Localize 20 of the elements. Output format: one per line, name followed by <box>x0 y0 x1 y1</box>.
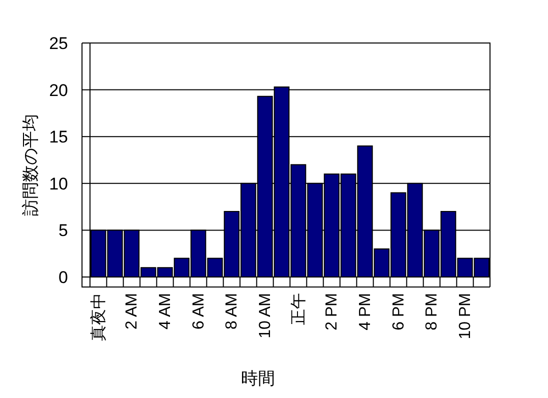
x-tick-label: 6 AM <box>190 293 208 330</box>
x-tick-label: 6 PM <box>390 293 408 330</box>
x-tick-label: 8 PM <box>424 293 441 330</box>
x-tick-label: 正午 <box>290 293 308 325</box>
y-tick-label: 15 <box>49 128 68 147</box>
y-tick-label: 0 <box>58 268 68 287</box>
y-tick-label: 25 <box>49 34 68 53</box>
y-tick-label: 10 <box>49 174 68 194</box>
x-tick-label: 2 PM <box>324 293 341 330</box>
x-tick-label: 真夜中 <box>89 293 108 341</box>
x-tick-label: 10 PM <box>457 293 474 340</box>
y-axis-title: 訪問数の平均 <box>21 114 40 216</box>
x-tick-label: 10 AM <box>257 293 274 338</box>
x-tick-label: 4 AM <box>157 293 174 330</box>
x-tick-label: 2 AM <box>124 293 141 330</box>
x-tick-label: 4 PM <box>357 293 374 330</box>
x-tick-label: 8 AM <box>224 293 241 330</box>
x-axis-title: 時間 <box>241 369 275 388</box>
y-tick-label: 5 <box>58 221 68 240</box>
y-tick-label: 20 <box>49 80 68 100</box>
